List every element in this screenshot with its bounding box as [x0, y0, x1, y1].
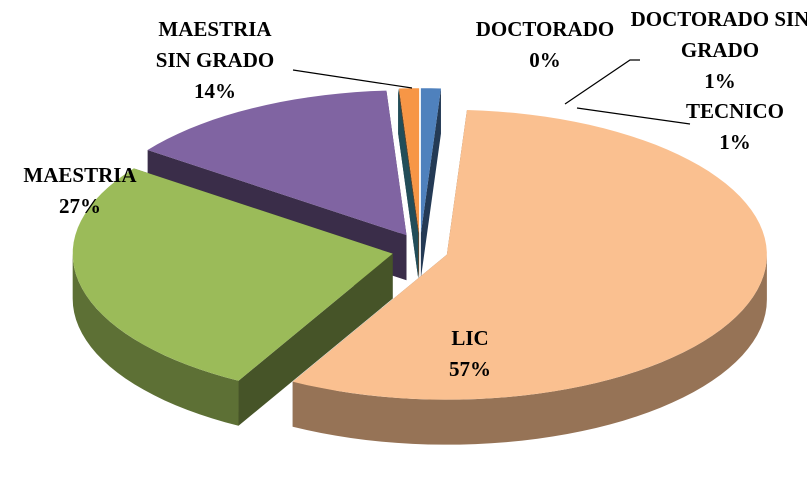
slice-label: MAESTRIA 27%	[5, 160, 155, 222]
category-label: LIC	[451, 326, 489, 350]
value-label: 1%	[719, 130, 751, 154]
slice-label: DOCTORADO SIN GRADO 1%	[630, 4, 807, 97]
slice-rim	[72, 253, 239, 426]
leader-line	[292, 69, 413, 89]
slice-rim	[292, 254, 767, 445]
category-label: MAESTRIA SIN GRADO	[155, 17, 275, 72]
leader-line	[576, 107, 691, 125]
slice	[398, 88, 419, 279]
slice-top	[72, 168, 393, 381]
value-label: 27%	[59, 194, 101, 218]
category-label: TECNICO	[685, 99, 785, 123]
slice-top	[420, 88, 441, 234]
slice-top	[399, 88, 420, 234]
slice-top	[147, 90, 407, 236]
slice-label: DOCTORADO 0%	[460, 14, 630, 76]
slice-top	[292, 109, 767, 400]
slice	[420, 88, 441, 279]
slice-label: TECNICO 1%	[670, 96, 800, 158]
category-label: DOCTORADO	[475, 17, 615, 41]
slice-side	[238, 253, 393, 426]
slice	[72, 168, 393, 426]
slice	[292, 109, 767, 445]
value-label: 14%	[194, 79, 236, 103]
value-label: 1%	[704, 69, 736, 93]
slice-side	[420, 88, 441, 279]
slice-label: MAESTRIA SIN GRADO 14%	[140, 14, 290, 107]
value-label: 0%	[529, 48, 561, 72]
category-label: DOCTORADO SIN GRADO	[630, 7, 807, 62]
slice-label: LIC 57%	[400, 323, 540, 385]
category-label: MAESTRIA	[23, 163, 137, 187]
leader-line	[564, 59, 640, 105]
slice-side	[398, 88, 419, 279]
value-label: 57%	[449, 357, 491, 381]
